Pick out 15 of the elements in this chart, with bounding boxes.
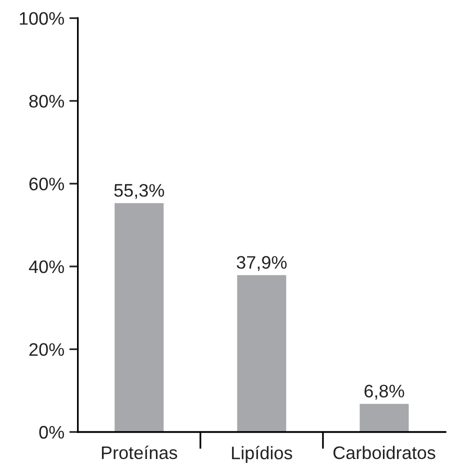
bar [237,275,286,432]
x-tick-label: Proteínas [102,446,178,460]
x-tick-label: Carboidratos [333,446,436,460]
y-tick-label: 100% [20,12,64,25]
y-tick-label: 0% [39,426,64,439]
bar [114,203,164,432]
data-label: 37,9% [236,256,287,271]
x-tick-label: Lipídios [232,446,292,463]
y-tick-label: 20% [29,343,64,356]
y-tick-label: 60% [29,178,64,190]
y-tick-label: 40% [28,260,64,274]
bar [360,404,409,432]
data-label: 55,3% [114,184,164,199]
data-label: 6,8% [364,384,404,400]
y-tick-label: 80% [29,94,64,108]
